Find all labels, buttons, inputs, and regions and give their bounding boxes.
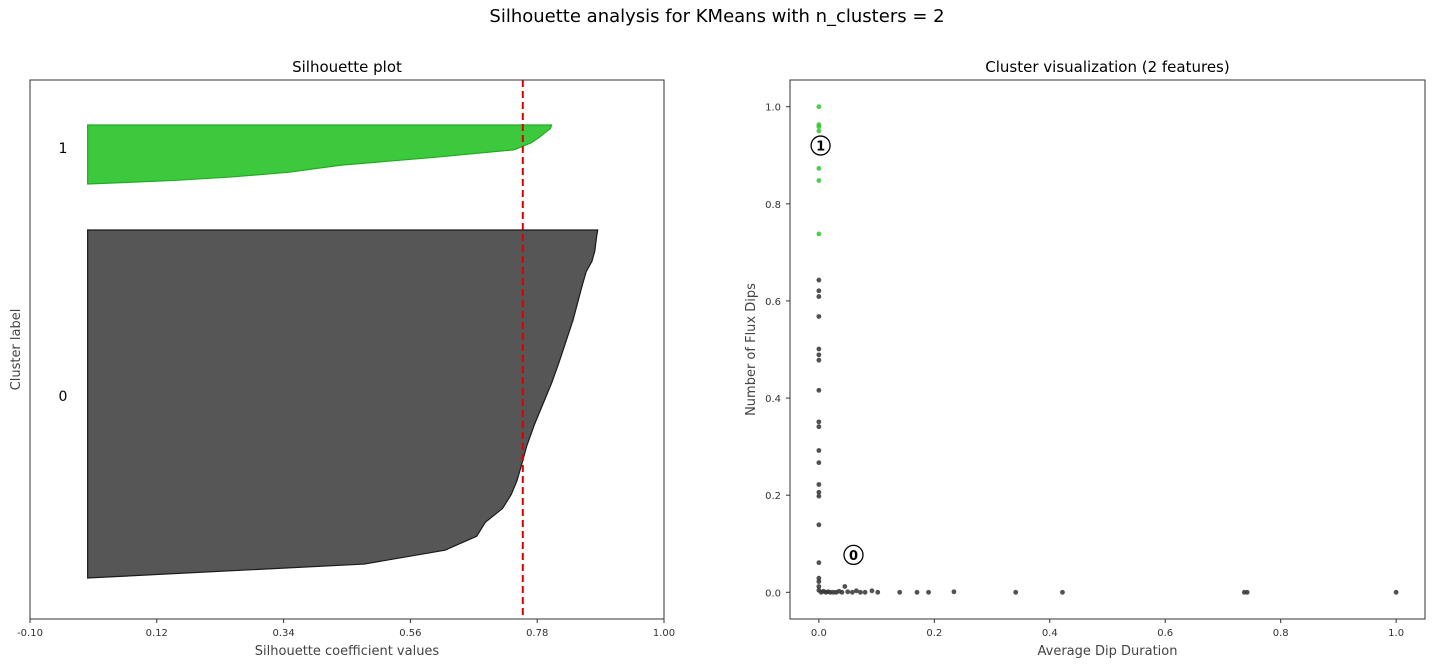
scatter-point-cluster-0 [951, 589, 957, 595]
x-tick-label: 0.6 [1157, 628, 1173, 639]
scatter-point-cluster-0 [849, 589, 855, 595]
y-tick-label: 0.4 [765, 394, 781, 405]
scatter-point-cluster-0 [816, 448, 822, 453]
y-tick-label: 0.8 [765, 200, 781, 211]
scatter-point-cluster-0 [1060, 589, 1065, 595]
x-tick-label: 0.56 [399, 628, 421, 639]
x-axis-label: Average Dip Duration [1038, 644, 1178, 659]
scatter-point-cluster-0 [1393, 589, 1399, 595]
scatter-point-cluster-0 [816, 424, 822, 430]
scatter-point-cluster-0 [816, 579, 822, 585]
cluster-label-0: 0 [59, 389, 68, 405]
silhouette-plot-frame [29, 79, 665, 620]
scatter-point-cluster-0 [926, 589, 931, 595]
scatter-point-cluster-0 [839, 589, 845, 595]
scatter-point-cluster-0 [862, 589, 868, 595]
cluster-label-1: 1 [59, 141, 68, 157]
scatter-point-cluster-0 [816, 489, 822, 495]
scatter-point-cluster-1 [816, 104, 822, 110]
x-tick-label: 0.12 [146, 628, 168, 639]
x-axis-label: Silhouette coefficient values [255, 644, 440, 659]
y-axis-label: Cluster label [9, 309, 24, 391]
scatter-plot-title: Cluster visualization (2 features) [985, 58, 1229, 76]
cluster-center-marker-1 [810, 135, 831, 156]
x-tick-label: 0.8 [1273, 628, 1289, 639]
scatter-point-cluster-0 [869, 588, 875, 594]
cluster-center-marker-0 [843, 544, 864, 566]
scatter-point-cluster-0 [897, 589, 903, 595]
scatter-point-cluster-0 [842, 584, 848, 589]
silhouette-band-cluster-0 [87, 229, 599, 579]
scatter-point-cluster-0 [816, 314, 822, 319]
y-tick-label: 0.2 [765, 491, 781, 502]
x-tick-label: 0.4 [1042, 628, 1058, 639]
y-tick-label: 0.0 [765, 588, 781, 599]
x-tick-label: 0.0 [811, 628, 827, 639]
scatter-point-cluster-0 [816, 294, 822, 299]
scatter-point-cluster-0 [875, 589, 881, 595]
scatter-point-cluster-1 [816, 165, 822, 171]
scatter-point-cluster-0 [816, 277, 822, 283]
cluster-center-label-0: 0 [849, 549, 858, 564]
x-tick-label: -0.10 [17, 628, 43, 639]
cluster-center-label-1: 1 [816, 140, 825, 155]
scatter-point-cluster-0 [816, 288, 822, 294]
scatter-point-cluster-1 [816, 178, 822, 183]
scatter-point-cluster-1 [816, 231, 822, 237]
scatter-point-cluster-0 [858, 589, 863, 595]
scatter-point-cluster-0 [914, 589, 920, 595]
scatter-plot-frame [789, 79, 1426, 620]
scatter-point-cluster-0 [816, 522, 822, 528]
x-tick-label: 0.2 [926, 628, 942, 639]
figure-title: Silhouette analysis for KMeans with n_cl… [489, 6, 945, 27]
y-axis-label: Number of Flux Dips [744, 283, 759, 416]
scatter-point-cluster-0 [816, 346, 822, 352]
scatter-point-cluster-0 [816, 493, 822, 499]
scatter-point-cluster-0 [853, 588, 859, 594]
x-tick-label: 0.78 [526, 628, 548, 639]
scatter-point-cluster-0 [816, 560, 822, 566]
scatter-point-cluster-0 [845, 589, 851, 595]
x-tick-label: 1.00 [653, 628, 675, 639]
scatter-point-cluster-0 [816, 357, 822, 363]
scatter-point-cluster-1 [816, 128, 822, 134]
scatter-point-cluster-0 [1013, 589, 1019, 595]
silhouette-plot-title: Silhouette plot [292, 58, 402, 76]
scatter-point-cluster-0 [1244, 589, 1250, 595]
y-tick-label: 1.0 [765, 103, 781, 114]
scatter-point-cluster-0 [816, 387, 822, 393]
y-tick-label: 0.6 [765, 297, 781, 308]
scatter-point-cluster-0 [816, 352, 822, 358]
x-tick-label: 1.0 [1388, 628, 1404, 639]
silhouette-band-cluster-1 [87, 124, 553, 185]
scatter-point-cluster-0 [816, 584, 822, 589]
scatter-point-cluster-0 [816, 575, 822, 581]
x-tick-label: 0.34 [272, 628, 294, 639]
scatter-point-cluster-1 [816, 124, 822, 130]
scatter-point-cluster-0 [816, 419, 822, 425]
scatter-point-cluster-0 [816, 460, 822, 466]
scatter-point-cluster-0 [816, 482, 822, 487]
